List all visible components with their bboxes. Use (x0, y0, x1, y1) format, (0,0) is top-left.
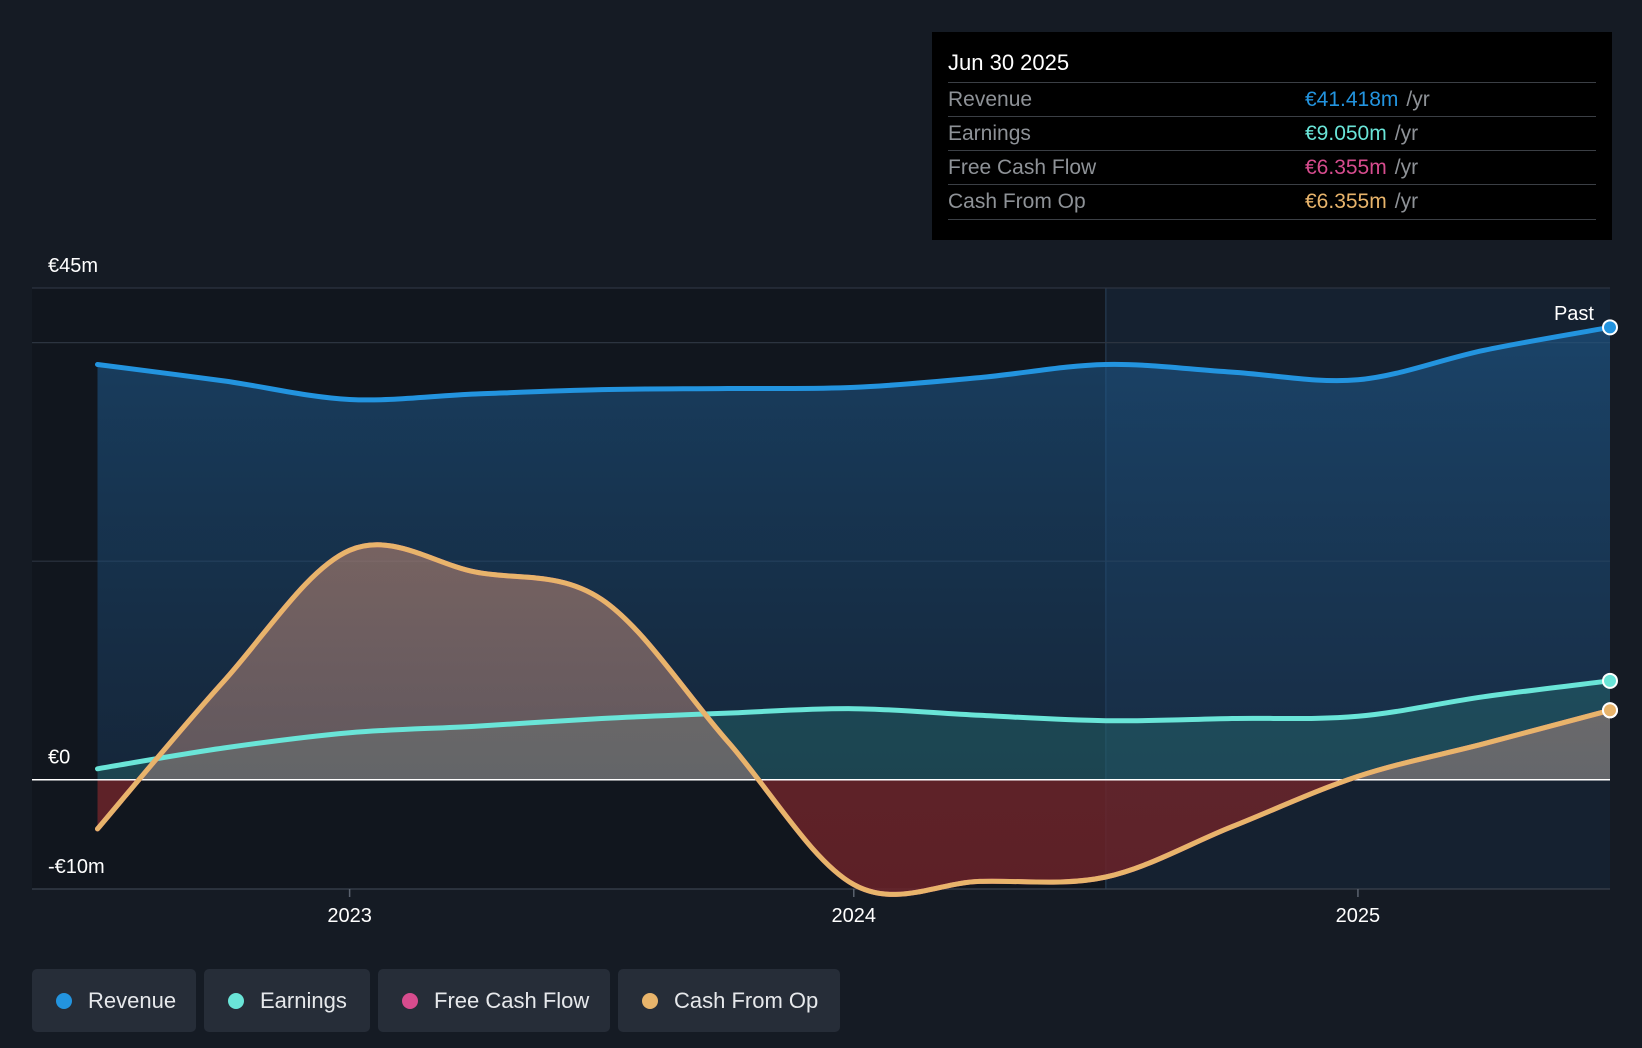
legend-item-revenue[interactable]: Revenue (32, 969, 196, 1032)
y-tick-label: €45m (48, 255, 98, 277)
y-tick-label: -€10m (48, 856, 105, 878)
x-tick-label: 2025 (1336, 905, 1381, 927)
tooltip-row-free-cash-flow: Free Cash Flow €6.355m/yr (948, 150, 1596, 185)
legend-item-free-cash-flow[interactable]: Free Cash Flow (378, 969, 610, 1032)
cash-from-op-line (95, 542, 1613, 897)
legend-label: Earnings (260, 988, 347, 1013)
earnings-line (95, 678, 1613, 772)
tooltip-row-revenue: Revenue €41.418m/yr (948, 82, 1596, 117)
tooltip-row-earnings: Earnings €9.050m/yr (948, 116, 1596, 151)
legend-dot-icon (642, 993, 658, 1009)
tooltip-label: Free Cash Flow (948, 156, 1097, 179)
legend-dot-icon (402, 993, 418, 1009)
legend-label: Revenue (88, 988, 177, 1013)
past-label: Past (1554, 303, 1594, 325)
revenue-line (95, 324, 1613, 403)
x-tick-label: 2023 (327, 905, 372, 927)
cash-from-op-area-negative (97, 779, 1349, 895)
tooltip-value: €41.418m/yr (1305, 88, 1430, 111)
legend-dot-icon (56, 993, 72, 1009)
tooltip-value: €6.355m/yr (1305, 156, 1419, 179)
tooltip-panel: Jun 30 2025 Revenue €41.418m/yr Earnings… (932, 32, 1612, 240)
tooltip-label: Cash From Op (948, 190, 1086, 213)
legend-label: Cash From Op (674, 988, 819, 1013)
legend-item-earnings[interactable]: Earnings (204, 969, 370, 1032)
cash-from-op-end-dot (1602, 702, 1618, 719)
legend-dot-icon (228, 993, 244, 1009)
cash-from-op-area-positive (97, 544, 1610, 780)
tooltip-row-cash-from-op: Cash From Op €6.355m/yr (948, 184, 1596, 220)
tooltip-date: Jun 30 2025 (948, 50, 1070, 75)
tooltip-value: €6.355m/yr (1305, 190, 1419, 213)
tooltip-value: €9.050m/yr (1305, 122, 1419, 145)
tooltip-label: Earnings (948, 122, 1031, 145)
legend-item-cash-from-op[interactable]: Cash From Op (618, 969, 840, 1032)
tooltip-label: Revenue (948, 88, 1033, 111)
y-tick-label: €0 (48, 747, 70, 769)
x-tick-label: 2024 (832, 905, 877, 927)
revenue-end-dot (1602, 319, 1618, 336)
legend-label: Free Cash Flow (434, 988, 590, 1013)
earnings-end-dot (1602, 672, 1618, 689)
